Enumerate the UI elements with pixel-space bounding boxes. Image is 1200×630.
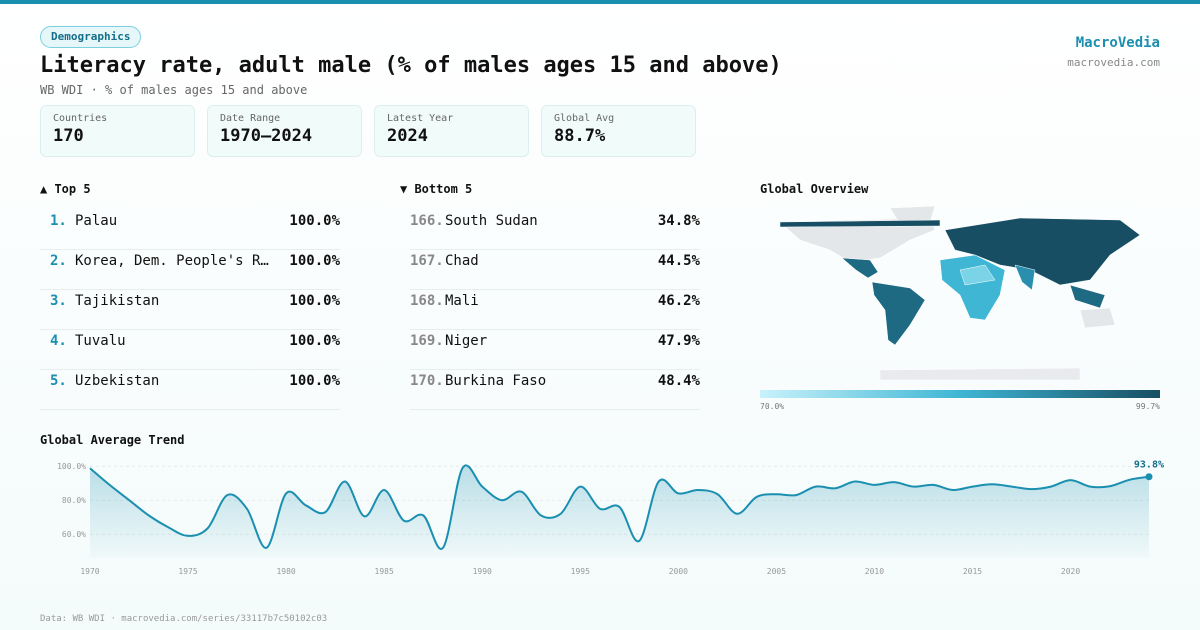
country-name: Burkina Faso xyxy=(445,373,547,389)
rank-value: 34.8% xyxy=(657,213,700,229)
rank: 168. xyxy=(410,293,444,309)
page-title: Literacy rate, adult male (% of males ag… xyxy=(40,53,782,78)
world-map: 70.0% 99.7% xyxy=(760,205,1160,411)
stat-value: 2024 xyxy=(387,126,428,146)
section-title: ▼ Bottom 5 xyxy=(400,182,473,196)
country-name: South Sudan xyxy=(445,213,538,229)
country-name: Palau xyxy=(75,213,118,229)
y-tick-label: 80.0% xyxy=(62,496,86,505)
rank-value: 44.5% xyxy=(657,253,700,269)
x-tick-label: 1975 xyxy=(178,567,197,576)
stat-label: Latest Year xyxy=(387,113,454,124)
end-point xyxy=(1145,473,1153,481)
x-tick-label: 1985 xyxy=(375,567,394,576)
trend-line xyxy=(89,464,1150,550)
rank: 3. xyxy=(50,293,67,309)
region xyxy=(939,254,1006,321)
stat-value: 170 xyxy=(53,126,84,146)
rank-value: 48.4% xyxy=(657,373,700,389)
country-name: Uzbekistan xyxy=(75,373,160,389)
subtitle: WB WDI · % of males ages 15 and above xyxy=(40,83,308,97)
trend-chart: 100.0% 80.0% 60.0% 1970 1975 1980 1985 1990 1995… xyxy=(57,460,1164,576)
brand[interactable]: MacroVedia xyxy=(1075,35,1160,51)
x-tick-label: 1990 xyxy=(473,567,492,576)
rank-row: 1. Palau 100.0% xyxy=(40,210,340,250)
stat-card: Date Range 1970–2024 xyxy=(207,105,362,157)
region xyxy=(1079,307,1116,329)
region xyxy=(959,264,996,286)
rank-value: 100.0% xyxy=(289,373,340,389)
x-tick-label: 2000 xyxy=(669,567,688,576)
rank-row: 2. Korea, Dem. People's R… 100.0% xyxy=(40,250,340,290)
region xyxy=(944,217,1141,286)
stat-label: Countries xyxy=(53,113,108,124)
category-badge[interactable]: Demographics xyxy=(40,26,142,48)
country-name: Tuvalu xyxy=(75,333,126,349)
country-name: Mali xyxy=(445,293,479,309)
stat-card: Global Avg 88.7% xyxy=(541,105,696,157)
rank-row: 3. Tajikistan 100.0% xyxy=(40,290,340,330)
color-scale xyxy=(760,390,1160,398)
region xyxy=(879,367,1081,381)
country-name: Korea, Dem. People's R… xyxy=(75,253,269,269)
x-tick-label: 2015 xyxy=(963,567,982,576)
y-tick-label: 60.0% xyxy=(62,530,86,539)
rank-value: 100.0% xyxy=(289,213,340,229)
rank-row: 170. Burkina Faso 48.4% xyxy=(410,370,700,410)
x-tick-label: 1995 xyxy=(571,567,590,576)
footer: Data: WB WDI · macrovedia.com/series/331… xyxy=(40,614,328,624)
rank: 170. xyxy=(410,373,444,389)
scale-max-label: 99.7% xyxy=(1136,402,1160,411)
rank-row: 5. Uzbekistan 100.0% xyxy=(40,370,340,410)
rank: 2. xyxy=(50,253,67,269)
value-label: 93.8% xyxy=(1134,460,1164,471)
rank: 166. xyxy=(410,213,444,229)
x-tick-label: 2010 xyxy=(865,567,884,576)
rank: 169. xyxy=(410,333,444,349)
rank-row: 166. South Sudan 34.8% xyxy=(410,210,700,250)
stat-value: 88.7% xyxy=(554,126,606,146)
region xyxy=(1014,264,1036,291)
rank-row: 168. Mali 46.2% xyxy=(410,290,700,330)
country-name: Chad xyxy=(445,253,479,269)
stat-label: Global Avg xyxy=(554,113,615,124)
rank: 1. xyxy=(50,213,67,229)
country-name: Niger xyxy=(445,333,488,349)
x-tick-label: 2005 xyxy=(767,567,786,576)
country-name: Tajikistan xyxy=(75,293,160,309)
rank-value: 46.2% xyxy=(657,293,700,309)
chart-title: Global Average Trend xyxy=(40,433,185,447)
rank-value: 100.0% xyxy=(289,253,340,269)
rank: 4. xyxy=(50,333,67,349)
section-title: ▲ Top 5 xyxy=(40,182,91,196)
x-tick-label: 1980 xyxy=(276,567,295,576)
stat-label: Date Range xyxy=(220,113,281,124)
x-tick-label: 2020 xyxy=(1061,567,1080,576)
area-fill xyxy=(90,465,1149,558)
x-tick-label: 1970 xyxy=(80,567,99,576)
stat-card: Countries 170 xyxy=(40,105,195,157)
region xyxy=(871,281,926,346)
rank: 5. xyxy=(50,373,67,389)
top-bar xyxy=(0,0,1200,4)
rank: 167. xyxy=(410,253,444,269)
rank-row: 167. Chad 44.5% xyxy=(410,250,700,290)
y-tick-label: 100.0% xyxy=(57,462,86,471)
rank-row: 169. Niger 47.9% xyxy=(410,330,700,370)
region xyxy=(779,219,941,228)
brand-url[interactable]: macrovedia.com xyxy=(1067,56,1160,69)
rank-value: 100.0% xyxy=(289,293,340,309)
section-title: Global Overview xyxy=(760,182,869,196)
stat-value: 1970–2024 xyxy=(220,126,313,146)
rank-value: 100.0% xyxy=(289,333,340,349)
scale-min-label: 70.0% xyxy=(760,402,784,411)
region xyxy=(1069,284,1106,309)
stat-card: Latest Year 2024 xyxy=(374,105,529,157)
rank-row: 4. Tuvalu 100.0% xyxy=(40,330,340,370)
rank-value: 47.9% xyxy=(657,333,700,349)
region xyxy=(841,257,879,279)
